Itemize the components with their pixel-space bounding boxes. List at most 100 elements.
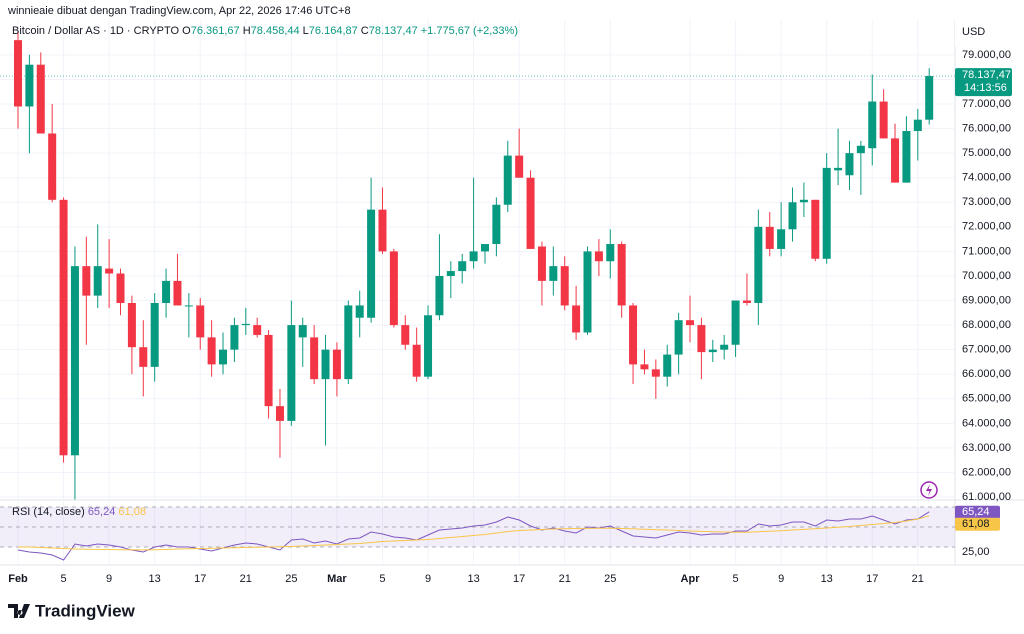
x-tick-label: 21 [240, 573, 252, 585]
candle-body [913, 119, 922, 132]
candle-body [332, 349, 341, 380]
candle-body [116, 273, 125, 303]
candle-body [925, 76, 934, 120]
ohlc-value: 76.164,87 [309, 25, 361, 37]
rsi-value: 61,08 [118, 506, 146, 518]
currency: USD [962, 26, 985, 38]
y-tick-label: 61.000,00 [962, 491, 1011, 503]
ohlc-value: 78.458,44 [251, 25, 303, 37]
rsi-badge-label: 61,08 [962, 518, 990, 530]
candle-body [14, 40, 22, 107]
candle-body [503, 155, 512, 205]
candle-body [298, 325, 307, 338]
rsi-badge-label: 65,24 [962, 506, 990, 518]
candle-body [742, 300, 751, 303]
candle-body [788, 202, 797, 230]
ohlc-key: O [182, 25, 191, 37]
candle-body [241, 323, 250, 326]
rsi-badge [955, 505, 1000, 519]
y-tick-label: 66.000,00 [962, 368, 1011, 380]
candle-body [230, 325, 239, 350]
candle-body [253, 325, 262, 335]
candle-body [36, 64, 45, 134]
candle-body [196, 305, 205, 338]
candle-body [458, 261, 467, 272]
candle-body [48, 133, 57, 200]
candle-body [435, 275, 444, 316]
candle-body [59, 199, 68, 456]
y-tick-label: 73.000,00 [962, 196, 1011, 208]
x-tick-label: 21 [559, 573, 571, 585]
x-tick-label: 21 [912, 573, 924, 585]
candle-body [70, 266, 79, 456]
candle-body [287, 325, 296, 421]
candle-body [834, 167, 843, 171]
candle-body [868, 101, 877, 149]
candle-body [697, 325, 706, 353]
candle-body [686, 320, 695, 326]
x-tick-label: 13 [821, 573, 833, 585]
y-tick-label: 63.000,00 [962, 442, 1011, 454]
candle-body [310, 337, 319, 380]
candle-body [583, 251, 592, 333]
candle-body [617, 244, 626, 306]
candle-body [25, 64, 34, 107]
candle-body [184, 305, 193, 307]
x-tick-label: 9 [106, 573, 112, 585]
candle-body [754, 226, 763, 303]
candle-body [799, 199, 808, 203]
alert-bolt [926, 484, 932, 496]
candle-body [731, 300, 740, 345]
rsi-line [17, 511, 930, 561]
candle-body [446, 271, 455, 276]
brand-logo [8, 604, 30, 618]
candle-body [674, 320, 683, 355]
countdown: 14:13:56 [964, 82, 1007, 94]
ohlc-value: 76.361,67 [191, 25, 243, 37]
y-tick-label: 74.000,00 [962, 172, 1011, 184]
candle-body [139, 347, 148, 367]
ohlc-key: C [361, 25, 369, 37]
candle-body [82, 266, 91, 296]
logo-icon [8, 604, 30, 618]
legend: Bitcoin / Dollar AS · 1D · CRYPTO O76.36… [12, 25, 518, 37]
candle-body [344, 305, 353, 380]
y-tick-label: 62.000,00 [962, 466, 1011, 478]
symbol-title: Bitcoin / Dollar AS · 1D · CRYPTO [12, 25, 182, 37]
x-tick-label: 9 [778, 573, 784, 585]
candle-body [572, 305, 581, 333]
rsi-line [18, 515, 930, 551]
candle-body [401, 325, 410, 345]
rsi-tick-label: 25,00 [962, 546, 990, 558]
candle-body [720, 344, 729, 350]
candle-body [355, 305, 364, 318]
candle-body [606, 244, 615, 262]
candle-body [389, 251, 398, 326]
candle-body [651, 369, 660, 377]
candle-body [560, 266, 569, 306]
candle-body [640, 364, 649, 370]
candle-body [515, 155, 524, 178]
candle-body [629, 305, 638, 365]
change: +1.775,67 (+2,33%) [421, 25, 518, 37]
y-tick-label: 71.000,00 [962, 245, 1011, 257]
rsi-title: RSI (14, close) [12, 506, 88, 518]
y-tick-label: 64.000,00 [962, 417, 1011, 429]
candle-body [367, 209, 376, 318]
candle-body [856, 145, 865, 154]
x-tick-label: 25 [285, 573, 297, 585]
x-tick-label: Apr [681, 573, 701, 585]
ohlc-key: H [243, 25, 251, 37]
candle-body [537, 246, 546, 281]
x-tick-label: Feb [8, 573, 28, 585]
x-tick-label: 17 [866, 573, 878, 585]
brand: TradingView [35, 601, 136, 620]
y-tick-label: 72.000,00 [962, 221, 1011, 233]
candle-body [105, 268, 114, 274]
y-tick-label: 68.000,00 [962, 319, 1011, 331]
rsi-value: 65,24 [88, 506, 119, 518]
ohlc-key: L [303, 25, 309, 37]
candle-body [219, 349, 228, 365]
candle-body [879, 101, 888, 139]
